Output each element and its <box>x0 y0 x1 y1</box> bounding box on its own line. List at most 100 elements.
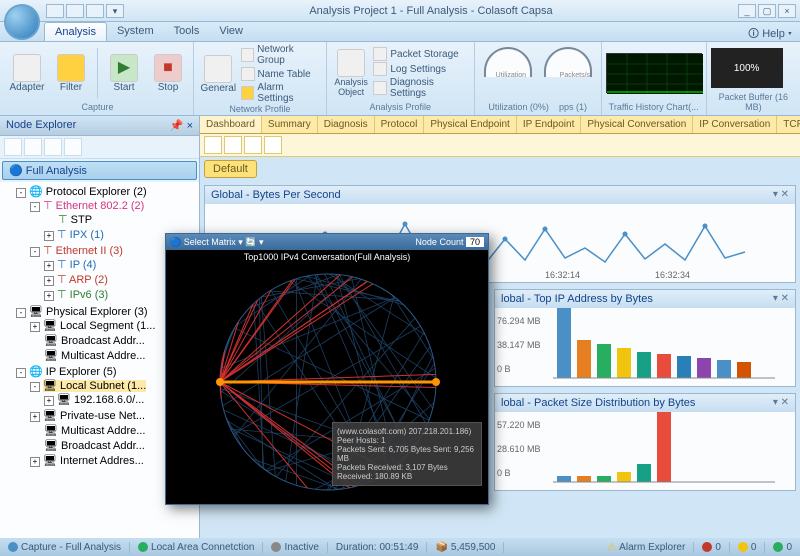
alarm-settings-button[interactable]: Alarm Settings <box>241 82 322 104</box>
adapter-button[interactable]: Adapter <box>6 54 48 93</box>
dashboard-toolbar <box>200 134 800 157</box>
panel-pin-icon[interactable]: 📌 × <box>170 119 193 132</box>
general-button[interactable]: General <box>198 55 239 94</box>
top-ip-panel: lobal - Top IP Address by Bytes▾ ✕ 76.29… <box>494 289 796 387</box>
pps-gauge: Packets/s <box>539 47 597 99</box>
titlebar: ▾ Analysis Project 1 - Full Analysis - C… <box>0 0 800 22</box>
anprofile-group-label: Analysis Profile <box>331 102 470 113</box>
yellow-dot-icon <box>738 542 748 552</box>
capture-icon <box>8 542 18 552</box>
utilization-gauge: Utilization <box>479 47 537 99</box>
dash-tool-1[interactable] <box>204 136 222 154</box>
close-button[interactable]: × <box>778 4 796 18</box>
panel-title: lobal - Top IP Address by Bytes <box>501 293 653 305</box>
panel-title: lobal - Packet Size Distribution by Byte… <box>501 397 695 409</box>
qat-btn-1[interactable] <box>46 4 64 18</box>
expand-icon[interactable]: - <box>30 382 40 392</box>
diagnosis-settings-button[interactable]: Diagnosis Settings <box>373 77 469 99</box>
name-table-button[interactable]: Name Table <box>241 67 322 81</box>
packet-storage-icon <box>373 47 387 61</box>
expand-icon[interactable]: - <box>16 368 26 378</box>
tab-phys-conv[interactable]: Physical Conversation <box>581 116 693 133</box>
name-table-icon <box>241 67 255 81</box>
matrix-window[interactable]: 🔵 Select Matrix ▾ 🔄 ▾ Node Count 70 Top1… <box>165 233 489 505</box>
panel-controls[interactable]: ▾ ✕ <box>773 293 789 305</box>
matrix-chart: Top1000 IPv4 Conversation(Full Analysis)… <box>166 250 488 504</box>
stop-button[interactable]: ■Stop <box>147 54 189 93</box>
dash-tool-3[interactable] <box>244 136 262 154</box>
inactive-icon <box>271 542 281 552</box>
tab-protocol[interactable]: Protocol <box>375 116 425 133</box>
min-button[interactable]: _ <box>738 4 756 18</box>
packet-storage-button[interactable]: Packet Storage <box>373 47 469 61</box>
tab-diagnosis[interactable]: Diagnosis <box>318 116 375 133</box>
default-badge[interactable]: Default <box>204 160 257 178</box>
expand-icon[interactable]: - <box>30 247 40 257</box>
filter-button[interactable]: Filter <box>50 54 92 93</box>
ribbon: Adapter Filter ▶Start ■Stop Capture Gene… <box>0 42 800 116</box>
expand-icon[interactable]: + <box>44 261 54 271</box>
red-dot-icon <box>702 542 712 552</box>
conn-icon <box>138 542 148 552</box>
adapter-icon <box>13 54 41 82</box>
log-settings-button[interactable]: Log Settings <box>373 62 469 76</box>
dash-tool-4[interactable] <box>264 136 282 154</box>
expand-icon[interactable]: + <box>44 276 54 286</box>
analysis-object-icon <box>337 49 365 77</box>
app-orb[interactable] <box>4 4 40 40</box>
menu-tabs: Analysis System Tools View 🛈 Help ▾ <box>0 22 800 42</box>
qat-btn-2[interactable] <box>66 4 84 18</box>
tab-phys-ep[interactable]: Physical Endpoint <box>424 116 517 133</box>
tab-tools[interactable]: Tools <box>164 22 210 41</box>
green-dot-icon <box>773 542 783 552</box>
nx-tool-1[interactable] <box>4 138 22 156</box>
buffer-label: Packet Buffer (16 MB) <box>711 92 796 113</box>
netprofile-group-label: Network Profile <box>198 104 322 115</box>
qat-btn-3[interactable] <box>86 4 104 18</box>
tab-ip-conv[interactable]: IP Conversation <box>693 116 777 133</box>
expand-icon[interactable]: + <box>44 396 54 406</box>
expand-icon[interactable]: + <box>44 291 54 301</box>
status-bar: Capture - Full Analysis Local Area Conne… <box>0 538 800 556</box>
nx-tool-3[interactable] <box>44 138 62 156</box>
expand-icon[interactable]: + <box>30 412 40 422</box>
qat-btn-4[interactable]: ▾ <box>106 4 124 18</box>
network-group-button[interactable]: Network Group <box>241 44 322 66</box>
tab-view[interactable]: View <box>209 22 253 41</box>
tab-ip-ep[interactable]: IP Endpoint <box>517 116 582 133</box>
tab-system[interactable]: System <box>107 22 164 41</box>
tab-analysis[interactable]: Analysis <box>44 22 107 41</box>
full-analysis-band[interactable]: 🔵 Full Analysis <box>2 161 197 180</box>
dashboard-tabs: Dashboard Summary Diagnosis Protocol Phy… <box>200 116 800 134</box>
nx-tool-4[interactable] <box>64 138 82 156</box>
general-icon <box>204 55 232 83</box>
expand-icon[interactable]: - <box>30 202 40 212</box>
packet-buffer: 100% <box>711 48 783 88</box>
log-settings-icon <box>373 62 387 76</box>
diagnosis-icon <box>373 81 387 95</box>
expand-icon[interactable]: - <box>16 188 26 198</box>
analysis-object-button[interactable]: Analysis Object <box>331 49 372 97</box>
expand-icon[interactable]: + <box>44 231 54 241</box>
help-link[interactable]: 🛈 Help ▾ <box>740 22 800 41</box>
dash-tool-2[interactable] <box>224 136 242 154</box>
packet-size-panel: lobal - Packet Size Distribution by Byte… <box>494 393 796 491</box>
tab-summary[interactable]: Summary <box>262 116 318 133</box>
tab-tcp[interactable]: TCP <box>777 116 800 133</box>
nx-tool-2[interactable] <box>24 138 42 156</box>
max-button[interactable]: ▢ <box>758 4 776 18</box>
expand-icon[interactable]: + <box>30 322 40 332</box>
filter-icon <box>57 54 85 82</box>
capture-group-label: Capture <box>6 102 189 113</box>
history-label: Traffic History Chart(... <box>606 102 702 113</box>
network-group-icon <box>241 48 255 62</box>
play-icon: ▶ <box>110 54 138 82</box>
expand-icon[interactable]: + <box>30 457 40 467</box>
stop-icon: ■ <box>154 54 182 82</box>
panel-controls[interactable]: ▾ ✕ <box>773 189 789 201</box>
tab-dashboard[interactable]: Dashboard <box>200 116 262 133</box>
panel-controls[interactable]: ▾ ✕ <box>773 397 789 409</box>
expand-icon[interactable]: - <box>16 308 26 318</box>
start-button[interactable]: ▶Start <box>103 54 145 93</box>
node-explorer-toolbar <box>0 136 199 159</box>
